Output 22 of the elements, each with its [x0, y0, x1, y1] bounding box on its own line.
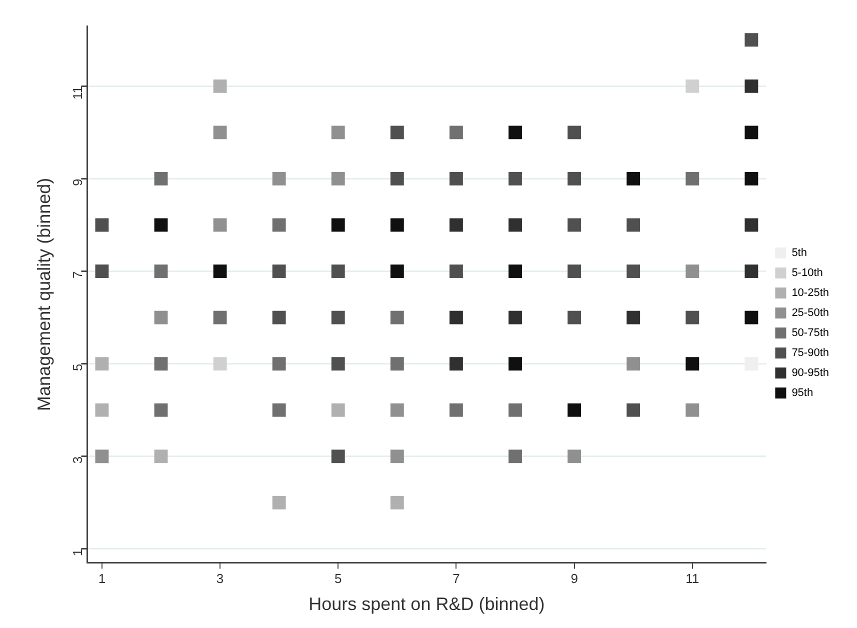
x-tick-label: 9 [570, 571, 578, 586]
y-tick-label: 5 [70, 364, 85, 372]
x-tick-label: 3 [216, 571, 224, 586]
legend-label: 95th [792, 387, 814, 400]
x-axis-title: Hours spent on R&D (binned) [308, 594, 545, 614]
x-tick-label: 5 [334, 571, 342, 586]
legend-label: 10-25th [792, 287, 830, 300]
y-tick-label: 1 [70, 548, 85, 556]
legend-label: 5-10th [792, 267, 823, 280]
legend-label: 25-50th [792, 307, 830, 320]
y-tick-label: 11 [70, 86, 85, 100]
x-tick-label: 7 [452, 571, 460, 586]
y-tick-label: 3 [70, 456, 85, 464]
legend-label: 90-95th [792, 367, 830, 380]
x-tick-label: 11 [686, 571, 700, 586]
y-axis-title: Management quality (binned) [34, 178, 54, 411]
legend-label: 50-75th [792, 327, 830, 340]
x-tick-label: 1 [98, 571, 106, 586]
y-tick-label: 7 [70, 271, 85, 278]
y-tick-label: 9 [70, 178, 85, 186]
legend-label: 75-90th [792, 347, 830, 360]
legend-label: 5th [792, 247, 807, 260]
